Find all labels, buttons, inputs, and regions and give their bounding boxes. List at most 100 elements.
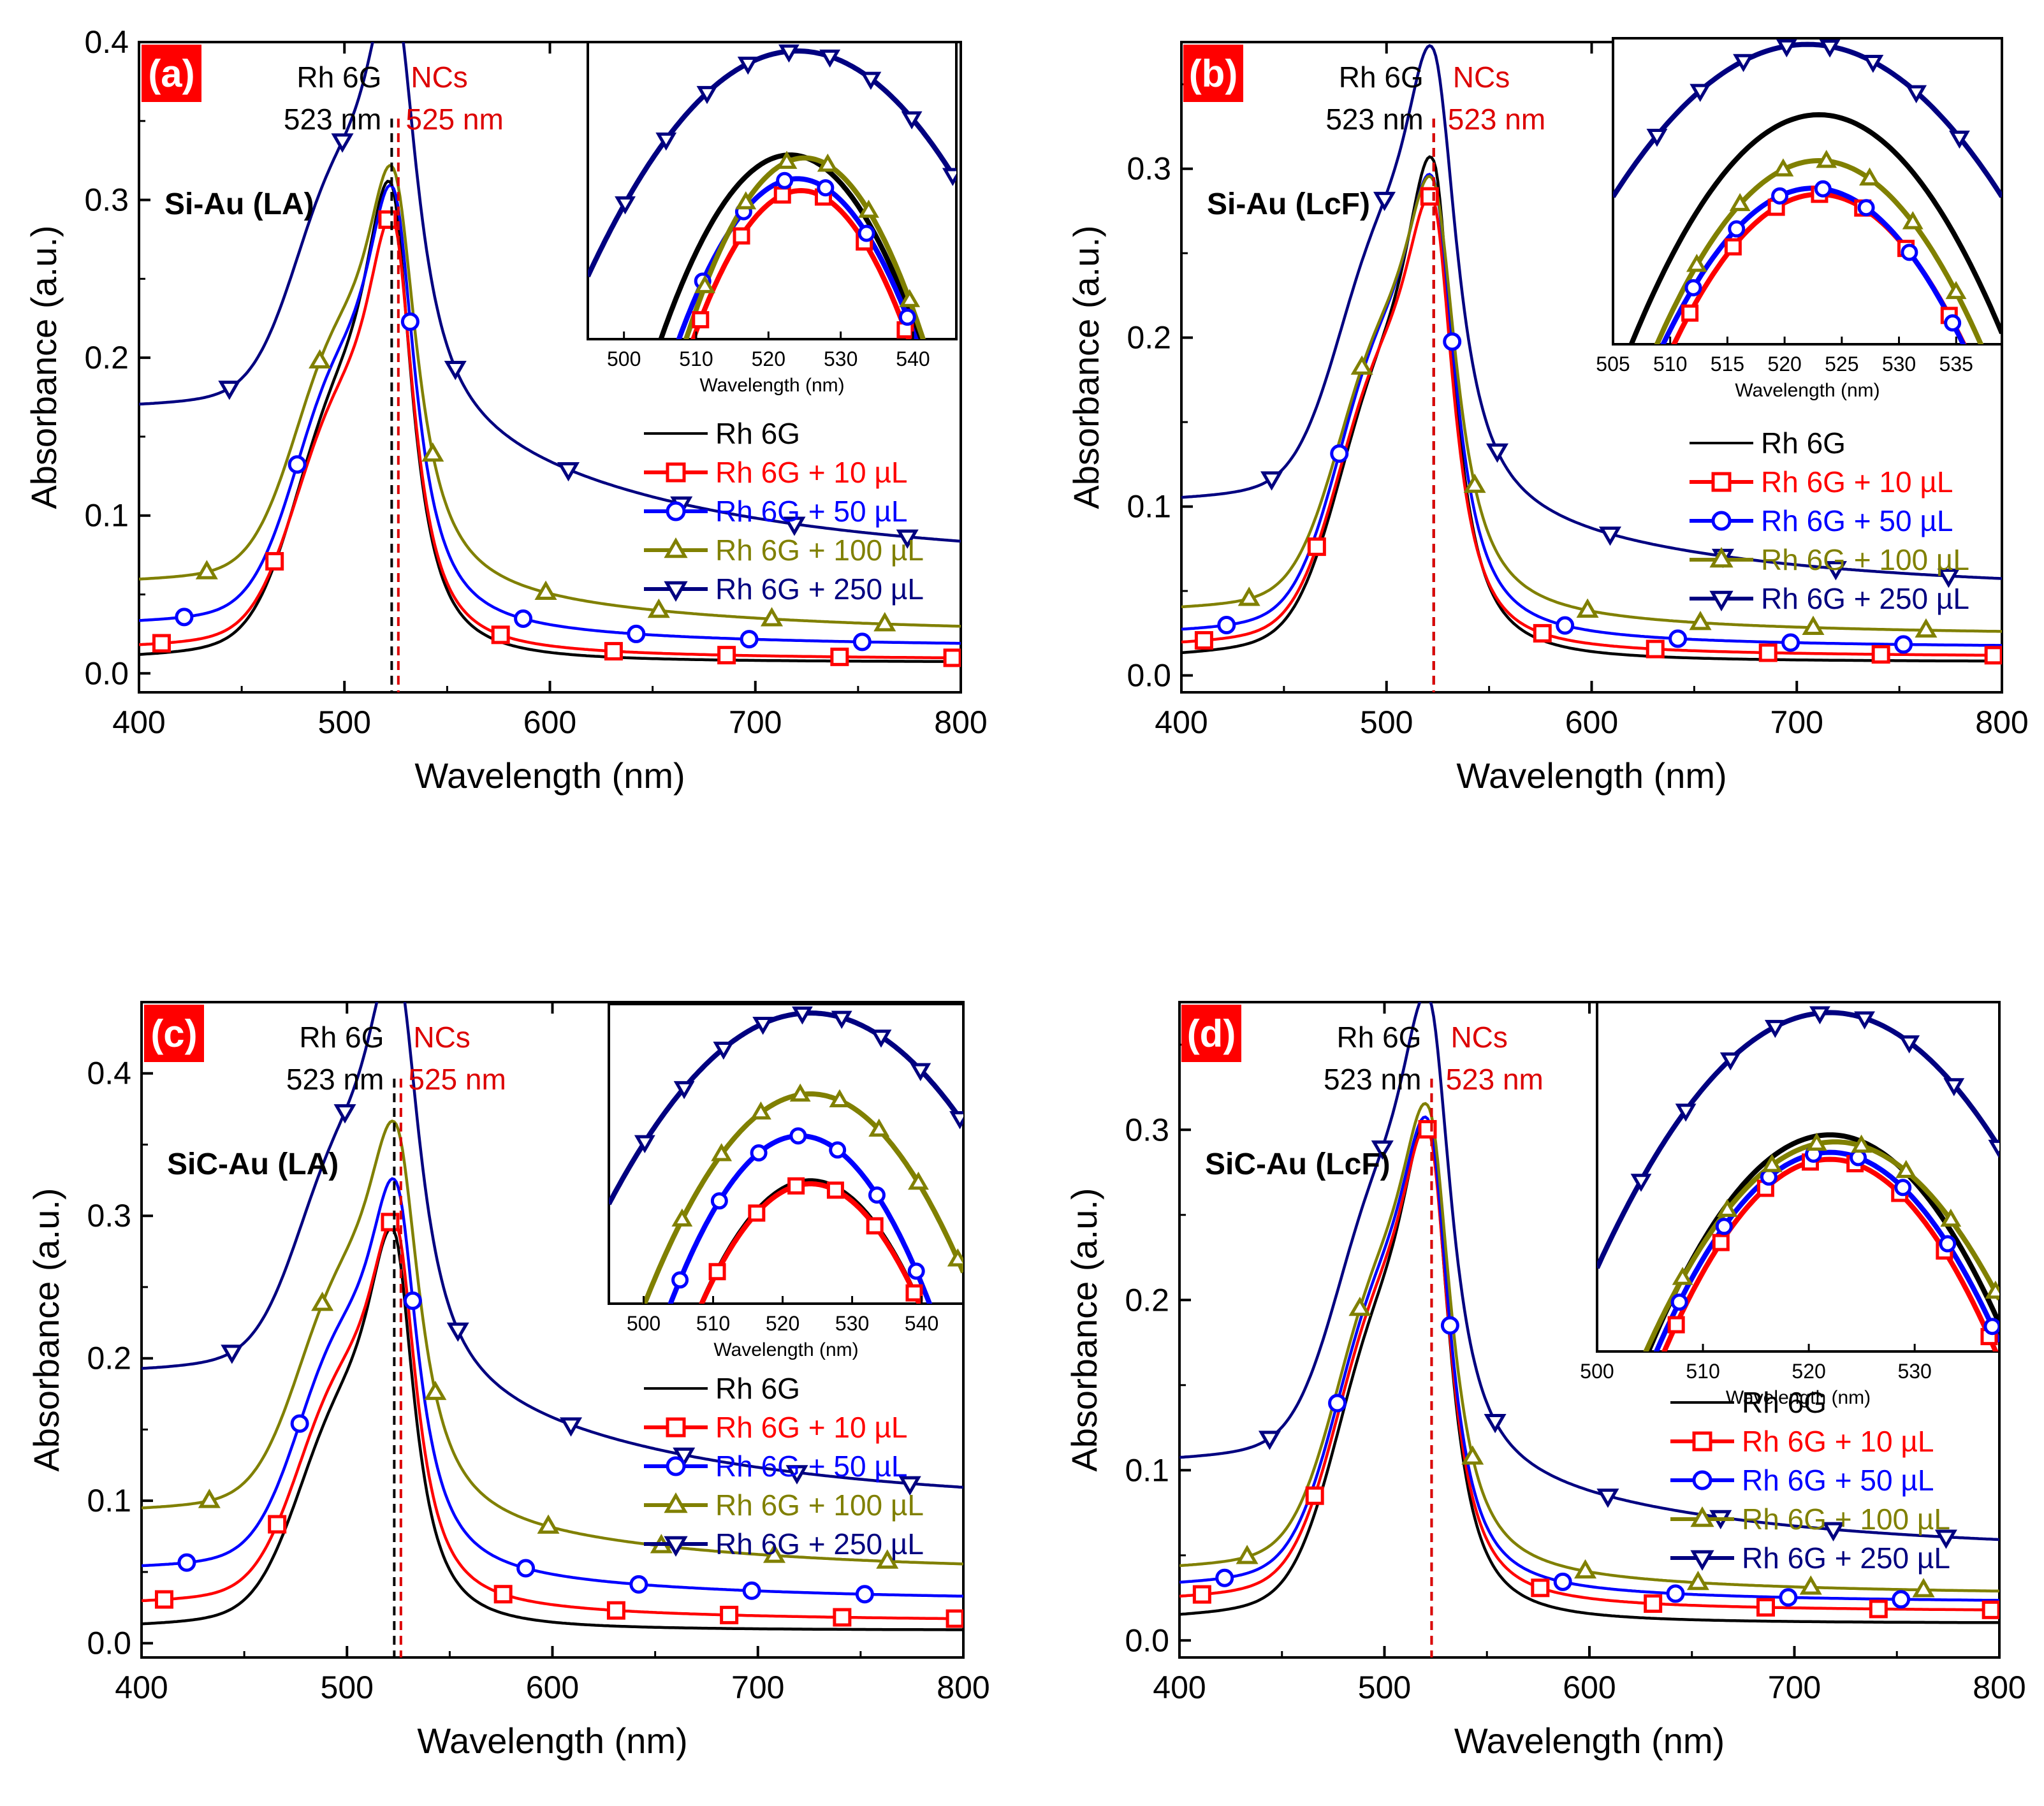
x-tick-label: 700 xyxy=(1768,1670,1821,1705)
series-marker-2 xyxy=(288,455,307,474)
panel-label-badge xyxy=(142,45,201,102)
sample-label: SiC-Au (LA) xyxy=(167,1147,339,1181)
x-tick-label: 400 xyxy=(115,1670,168,1705)
series-marker-2 xyxy=(627,624,646,643)
inset-series-marker-3 xyxy=(750,1101,771,1120)
inset-series-marker-2 xyxy=(817,179,835,197)
inset-series-line-2 xyxy=(668,1133,933,1304)
legend-label-3: Rh 6G + 100 µL xyxy=(715,1489,924,1522)
inset-series-line-4 xyxy=(1613,41,2002,198)
panel-label: (b) xyxy=(1189,52,1238,95)
y-tick-label: 0.1 xyxy=(1127,489,1171,525)
series-marker-4 xyxy=(218,381,241,400)
series-marker-4 xyxy=(1486,443,1509,463)
inset-series-marker-3 xyxy=(1816,149,1837,168)
legend-marker-2 xyxy=(666,1456,686,1476)
legend-label-2: Rh 6G + 50 µL xyxy=(715,1450,907,1483)
nc-peak-value: 525 nm xyxy=(405,103,503,136)
series-marker-1 xyxy=(1984,646,2002,665)
series-marker-3 xyxy=(763,1543,786,1563)
series-marker-2 xyxy=(1666,1584,1685,1603)
rh6g-peak-value: 523 nm xyxy=(284,103,381,136)
x-tick-label: 700 xyxy=(1770,704,1823,740)
inset-x-tick-label: 520 xyxy=(1792,1360,1825,1383)
inset-series-line-3 xyxy=(1643,1139,1999,1351)
x-tick-label: 500 xyxy=(1360,704,1413,740)
sample-label: Si-Au (LcF) xyxy=(1207,187,1370,221)
y-tick-label: 0.0 xyxy=(84,655,129,691)
inset-series-marker-4 xyxy=(1719,1052,1741,1071)
series-line-4 xyxy=(142,1002,963,1489)
inset-series-marker-4 xyxy=(910,1063,931,1082)
series-line-0 xyxy=(142,1227,963,1631)
inset-series-marker-3 xyxy=(735,191,757,210)
series-line-2 xyxy=(1179,1115,1999,1602)
chart-panel-a: 400 500 600 700 800 0.0 0.1 0.2 0.3 0.4 Wavelength… xyxy=(24,24,988,796)
x-tick-label: 800 xyxy=(1975,704,2028,740)
legend-marker-2 xyxy=(1692,1470,1712,1490)
inset-series-line-0 xyxy=(1628,112,2002,344)
series-marker-2 xyxy=(629,1575,648,1594)
inset-x-tick-label: 500 xyxy=(1580,1360,1614,1383)
y-tick-label: 0.4 xyxy=(87,1056,131,1091)
inset-series-marker-4 xyxy=(1764,1019,1786,1038)
inset-series-marker-3 xyxy=(1716,1198,1738,1217)
inset-series-marker-3 xyxy=(1851,1134,1872,1153)
sample-label: Si-Au (LA) xyxy=(164,187,314,221)
legend-marker-3 xyxy=(1690,1506,1714,1527)
inset-series-marker-4 xyxy=(1854,1011,1875,1030)
inset-series-line-2 xyxy=(676,176,919,339)
legend-label-0: Rh 6G xyxy=(715,417,800,450)
series-marker-3 xyxy=(1350,355,1373,375)
series-marker-3 xyxy=(1576,598,1599,618)
series-marker-4 xyxy=(785,1465,808,1485)
series-marker-1 xyxy=(154,1590,173,1609)
inset-series-line-1 xyxy=(1661,1156,1999,1351)
panel-label: (d) xyxy=(1187,1012,1236,1055)
legend-label-3: Rh 6G + 100 µL xyxy=(1742,1503,1950,1536)
inset-series-marker-2 xyxy=(750,1144,768,1162)
y-axis-label: Absorbance (a.u.) xyxy=(24,225,64,509)
series-marker-1 xyxy=(1871,644,1890,664)
series-marker-2 xyxy=(1553,1572,1572,1591)
series-marker-3 xyxy=(876,1549,899,1569)
inset-series-marker-3 xyxy=(789,1083,811,1102)
series-marker-2 xyxy=(516,1559,536,1578)
inset-series-marker-3 xyxy=(1806,1132,1827,1151)
inset-x-tick-label: 510 xyxy=(1653,353,1687,375)
series-marker-1 xyxy=(945,1609,963,1628)
inset-series-marker-4 xyxy=(1809,1006,1830,1024)
series-marker-4 xyxy=(1596,1489,1619,1508)
inset-series-marker-2 xyxy=(1771,187,1789,205)
inset-series-marker-4 xyxy=(655,132,677,151)
series-marker-1 xyxy=(268,1515,287,1534)
series-marker-4 xyxy=(896,529,919,549)
legend-label-1: Rh 6G + 10 µL xyxy=(1761,465,1953,499)
y-axis-label: Absorbance (a.u.) xyxy=(26,1188,66,1471)
panel-label-badge xyxy=(1181,1005,1241,1062)
inset-frame xyxy=(1612,37,2003,346)
x-tick-label: 800 xyxy=(1973,1670,2026,1705)
inset-series-marker-2 xyxy=(1728,220,1746,238)
x-tick-label: 600 xyxy=(1563,1670,1616,1705)
legend-marker-1 xyxy=(666,1417,686,1438)
rh6g-peak-value: 523 nm xyxy=(1324,1063,1421,1096)
series-marker-1 xyxy=(1307,537,1326,557)
rh6g-label: Rh 6G xyxy=(296,61,381,94)
series-marker-1 xyxy=(1305,1486,1324,1505)
inset-series-marker-2 xyxy=(868,1186,886,1204)
legend-marker-1 xyxy=(1711,472,1732,492)
inset-series-marker-1 xyxy=(787,1177,805,1195)
series-marker-1 xyxy=(1418,1119,1437,1139)
inset-series-line-3 xyxy=(641,1091,963,1304)
inset-x-axis-label: Wavelength (nm) xyxy=(1726,1387,1871,1408)
rh6g-label: Rh 6G xyxy=(1336,1021,1421,1054)
series-marker-3 xyxy=(1689,611,1712,630)
inset-x-axis-label: Wavelength (nm) xyxy=(699,375,844,396)
legend-label-3: Rh 6G + 100 µL xyxy=(1761,543,1969,576)
nc-peak-value: 523 nm xyxy=(1445,1063,1543,1096)
x-tick-label: 500 xyxy=(318,704,371,740)
y-tick-label: 0.3 xyxy=(1127,151,1171,187)
inset-series-marker-3 xyxy=(858,200,879,218)
y-tick-label: 0.3 xyxy=(84,182,129,218)
